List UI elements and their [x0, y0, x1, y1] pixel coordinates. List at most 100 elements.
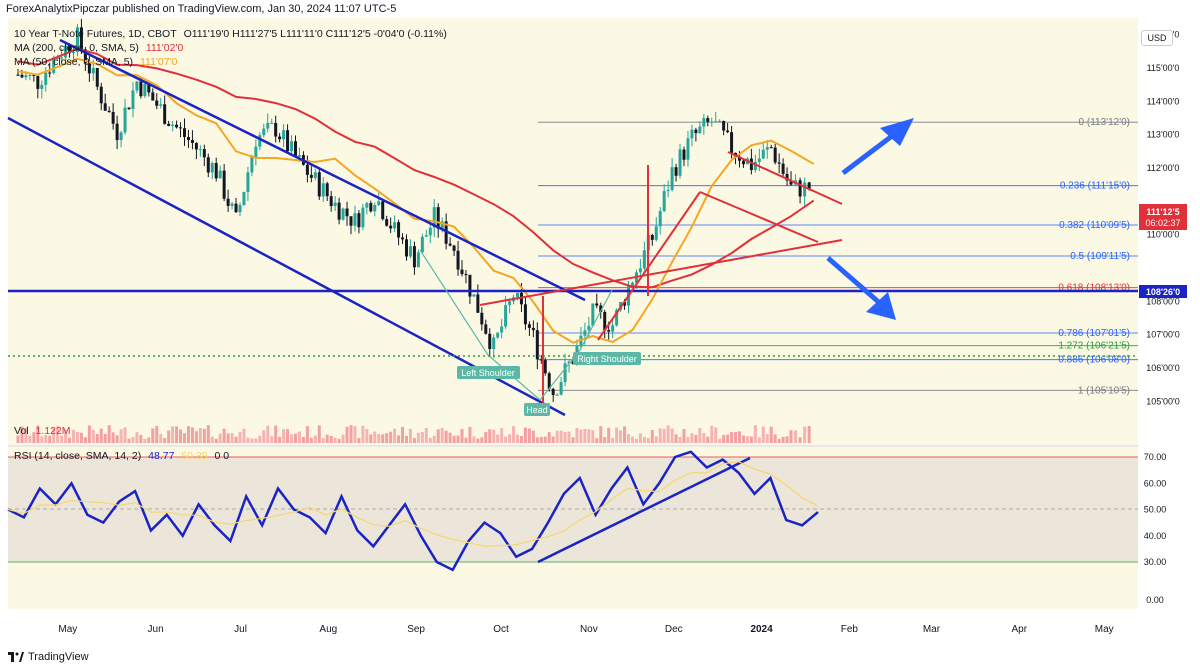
candle-body	[282, 130, 286, 140]
candle-body	[194, 142, 198, 150]
volume-bar	[301, 437, 305, 443]
candle-body	[242, 191, 246, 206]
candle-body	[555, 394, 559, 396]
volume-bar	[803, 426, 807, 443]
volume-bar	[488, 429, 492, 443]
volume-bar	[99, 428, 103, 443]
volume-bar	[798, 437, 802, 443]
candle-body	[718, 120, 722, 122]
candle-body	[127, 107, 131, 110]
volume-bar	[547, 432, 551, 443]
volume-bar	[206, 425, 210, 443]
volume-bar	[365, 429, 369, 443]
candle-body	[274, 122, 278, 137]
candle-body	[60, 57, 64, 59]
candle-body	[539, 359, 543, 361]
candle-body	[103, 103, 107, 111]
candle-body	[412, 246, 416, 268]
volume-bar	[777, 438, 781, 443]
volume-bar	[789, 430, 793, 443]
volume-bar	[690, 433, 694, 443]
candle-body	[710, 121, 714, 123]
candle-body	[765, 147, 769, 150]
rsi-trendline	[537, 456, 751, 564]
volume-bar	[123, 427, 127, 443]
candle-body	[730, 132, 734, 153]
volume-bar	[682, 429, 686, 443]
candle-body	[448, 243, 452, 246]
volume-bar	[785, 436, 789, 443]
candle-body	[761, 149, 765, 159]
ma200-value: 111'02'0	[145, 42, 184, 54]
rsi-band	[8, 457, 1138, 562]
wedge-lower	[699, 191, 819, 243]
candle-body	[428, 227, 432, 236]
y-tick-label: 115'00'0	[1147, 63, 1180, 73]
candle-body	[749, 158, 753, 170]
legend-symbol: 10 Year T-Note Futures, 1D, CBOT O111'19…	[14, 28, 451, 40]
x-tick-label: Jul	[234, 624, 247, 635]
candle-body	[504, 305, 508, 327]
volume-bar	[523, 427, 527, 443]
volume-bar	[654, 436, 658, 443]
footer-brand[interactable]: TradingView	[0, 646, 1200, 668]
candle-body	[175, 124, 179, 128]
volume-bar	[420, 432, 424, 443]
volume-bar	[151, 428, 155, 443]
volume-bar	[658, 428, 662, 443]
rsi-tick-label: 50.00	[1144, 505, 1167, 515]
volume-bar	[807, 426, 811, 443]
volume-bar	[567, 431, 571, 443]
fib-label: 0.618 (108'13'0)	[1058, 283, 1130, 294]
rsi-label: RSI (14, close, SMA, 14, 2)	[14, 450, 142, 462]
fib-label: 0.786 (107'01'5)	[1058, 328, 1130, 339]
volume-bar	[202, 428, 206, 443]
candle-body	[329, 196, 333, 207]
fib-label: 0.236 (111'15'0)	[1060, 181, 1130, 192]
volume-bar	[167, 430, 171, 443]
candle-body	[222, 170, 226, 199]
volume-bar	[75, 432, 79, 443]
volume-bar	[753, 425, 757, 443]
fib-label: 1.272 (106'21'5)	[1058, 341, 1130, 352]
candle-body	[72, 51, 75, 54]
candle-body	[476, 294, 480, 313]
candle-body	[416, 252, 420, 268]
volume-bar	[761, 426, 765, 443]
candle-body	[250, 156, 254, 173]
volume-bar	[190, 427, 194, 443]
candle-body	[440, 221, 444, 229]
candle-body	[107, 110, 111, 112]
volume-bar	[738, 431, 741, 443]
candle-body	[147, 83, 151, 93]
volume-bar	[706, 436, 710, 443]
candle-body	[159, 104, 163, 106]
volume-bar	[607, 427, 611, 443]
candle-body	[508, 301, 512, 306]
candle-body	[385, 219, 389, 226]
fib-label: 0.886 (106'08'0)	[1058, 355, 1130, 366]
volume-bar	[460, 428, 464, 443]
volume-bar	[535, 437, 539, 443]
volume-bar	[500, 428, 504, 443]
volume-bar	[72, 429, 75, 443]
volume-bar	[714, 427, 718, 443]
volume-bar	[294, 433, 297, 443]
candle-body	[714, 121, 718, 123]
candle-body	[115, 123, 119, 141]
volume-bar	[749, 436, 753, 443]
volume-bar	[198, 428, 202, 443]
candle-body	[214, 162, 218, 179]
volume-bar	[575, 427, 579, 443]
volume-bar	[226, 433, 230, 443]
volume-bar	[250, 438, 254, 443]
candle-body	[325, 183, 329, 197]
volume-bar	[769, 426, 773, 443]
currency-button[interactable]: USD	[1141, 30, 1173, 46]
x-tick-label: May	[58, 624, 77, 635]
legend-ma200: MA (200, close, 0, SMA, 5) 111'02'0	[14, 42, 187, 54]
volume-bar	[179, 429, 183, 443]
volume-bar	[214, 438, 218, 443]
volume-bar	[119, 429, 123, 443]
